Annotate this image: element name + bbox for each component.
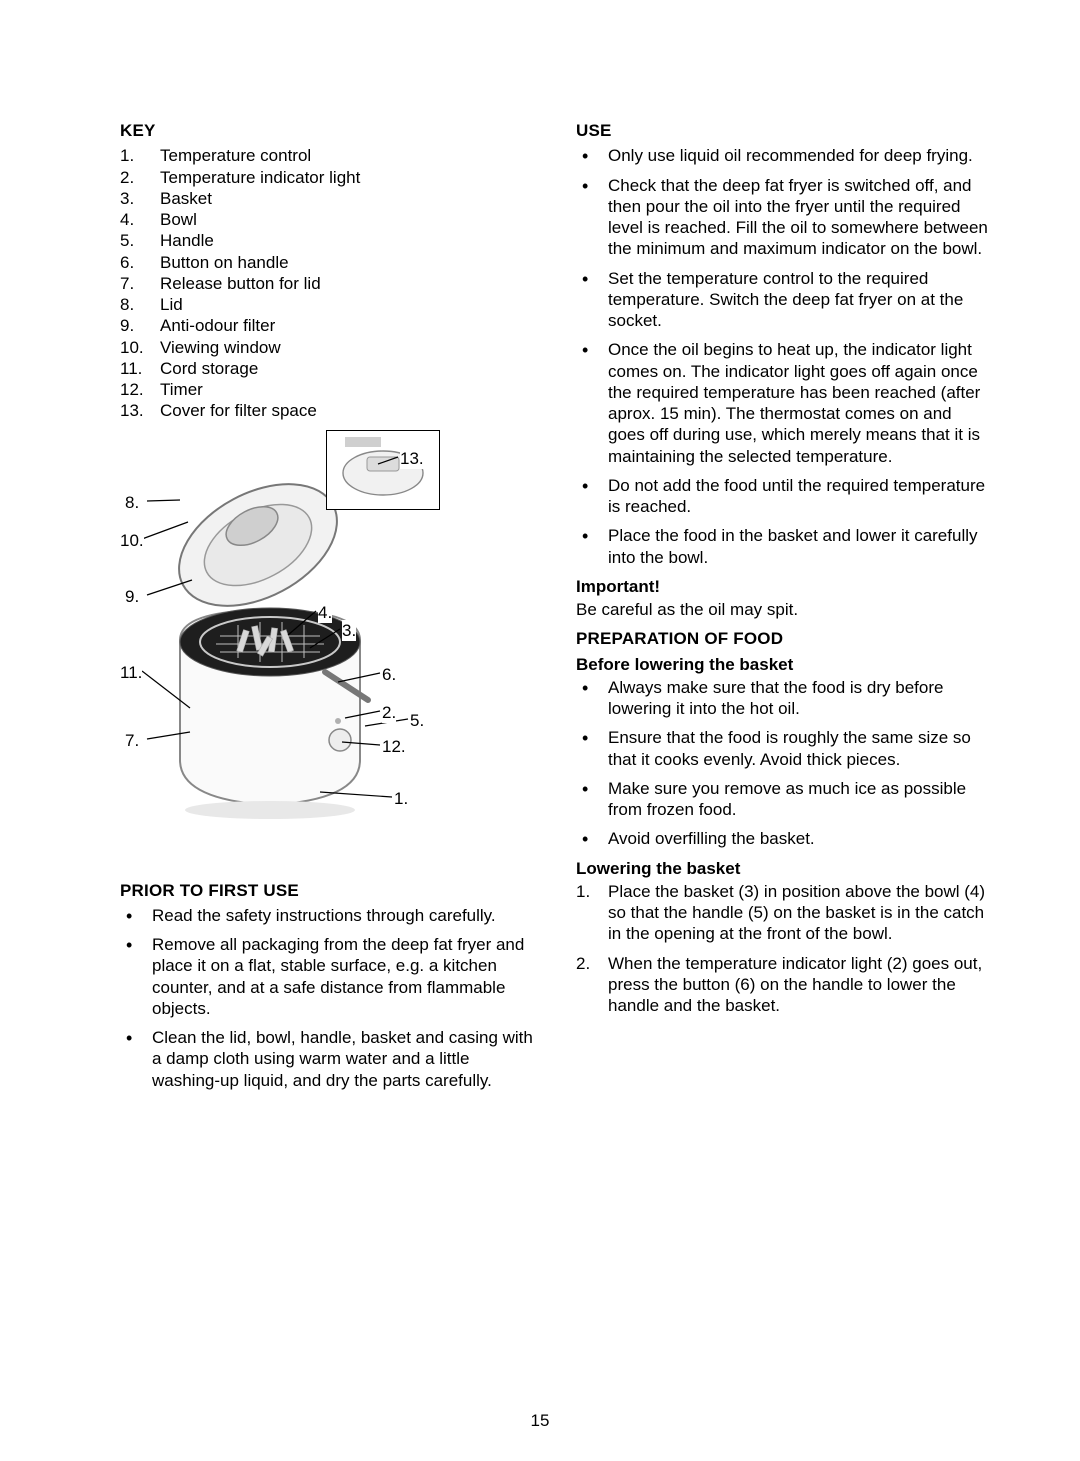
key-item: 6.Button on handle [120, 252, 534, 273]
product-figure: 8. 10. 9. 11. 7. 13. 4. 3. 6. 2. 5.12. 1. [120, 430, 440, 850]
key-item-label: Bowl [160, 209, 197, 230]
key-item-number: 3. [120, 188, 160, 209]
key-item: 9.Anti-odour ﬁlter [120, 315, 534, 336]
figure-label: 12. [382, 736, 406, 757]
figure-label: 10. [120, 530, 144, 551]
figure-label: 2. [382, 702, 396, 723]
use-item: Do not add the food until the required t… [576, 475, 990, 518]
columns: KEY 1.Temperature control2.Temperature i… [120, 120, 990, 1099]
lowering-step: 1.Place the basket (3) in position above… [576, 881, 990, 945]
key-item-label: Handle [160, 230, 214, 251]
use-item: Only use liquid oil recommended for deep… [576, 145, 990, 166]
figure-label: 11. [120, 662, 142, 683]
before-heading: Before lowering the basket [576, 654, 990, 675]
step-number: 1. [576, 881, 604, 902]
before-item: Ensure that the food is roughly the same… [576, 727, 990, 770]
key-item: 1.Temperature control [120, 145, 534, 166]
key-item-number: 4. [120, 209, 160, 230]
key-item-label: Timer [160, 379, 203, 400]
key-item: 11.Cord storage [120, 358, 534, 379]
use-heading: USE [576, 120, 990, 141]
important-text: Be careful as the oil may spit. [576, 599, 990, 620]
key-item: 8.Lid [120, 294, 534, 315]
prior-item: Remove all packaging from the deep fat f… [120, 934, 534, 1019]
key-item-number: 5. [120, 230, 160, 251]
key-item: 3.Basket [120, 188, 534, 209]
figure-label: 5. [410, 710, 424, 731]
page-number: 15 [0, 1410, 1080, 1431]
before-list: Always make sure that the food is dry be… [576, 677, 990, 850]
use-item: Place the food in the basket and lower i… [576, 525, 990, 568]
figure-label: 6. [382, 664, 396, 685]
key-item-label: Lid [160, 294, 183, 315]
key-item: 12.Timer [120, 379, 534, 400]
key-item-number: 6. [120, 252, 160, 273]
key-item-label: Cover for ﬁlter space [160, 400, 317, 421]
key-item-label: Temperature control [160, 145, 311, 166]
lowering-heading: Lowering the basket [576, 858, 990, 879]
figure-label: 3. [342, 620, 356, 641]
key-item: 7.Release button for lid [120, 273, 534, 294]
figure-label: 9. [125, 586, 139, 607]
figure-label: 8. [125, 492, 139, 513]
key-item-number: 7. [120, 273, 160, 294]
key-item-number: 11. [120, 358, 160, 379]
use-item: Set the temperature control to the requi… [576, 268, 990, 332]
key-item-label: Viewing window [160, 337, 281, 358]
right-column: USE Only use liquid oil recommended for … [576, 120, 990, 1099]
figure-inset [326, 430, 440, 510]
key-heading: KEY [120, 120, 534, 141]
key-item-label: Temperature indicator light [160, 167, 360, 188]
before-item: Make sure you remove as much ice as poss… [576, 778, 990, 821]
key-item-number: 10. [120, 337, 160, 358]
use-list: Only use liquid oil recommended for deep… [576, 145, 990, 568]
key-item-number: 8. [120, 294, 160, 315]
figure-label: 1. [394, 788, 408, 809]
key-item-number: 12. [120, 379, 160, 400]
key-item-number: 2. [120, 167, 160, 188]
prior-item: Clean the lid, bowl, handle, basket and … [120, 1027, 534, 1091]
key-item: 2.Temperature indicator light [120, 167, 534, 188]
before-item: Always make sure that the food is dry be… [576, 677, 990, 720]
key-item: 10.Viewing window [120, 337, 534, 358]
key-item: 4.Bowl [120, 209, 534, 230]
figure-label: 4. [318, 602, 332, 623]
key-list: 1.Temperature control2.Temperature indic… [120, 145, 534, 421]
before-item: Avoid overﬁlling the basket. [576, 828, 990, 849]
key-item-label: Basket [160, 188, 212, 209]
key-item: 13.Cover for ﬁlter space [120, 400, 534, 421]
prior-item: Read the safety instructions through car… [120, 905, 534, 926]
page: KEY 1.Temperature control2.Temperature i… [0, 0, 1080, 1461]
figure-label: 13. [400, 448, 424, 469]
key-item-number: 1. [120, 145, 160, 166]
lowering-step: 2.When the temperature indicator light (… [576, 953, 990, 1017]
important-label: Important! [576, 576, 990, 597]
key-item-label: Button on handle [160, 252, 289, 273]
key-item: 5.Handle [120, 230, 534, 251]
prior-list: Read the safety instructions through car… [120, 905, 534, 1091]
key-item-label: Anti-odour ﬁlter [160, 315, 275, 336]
lowering-list: 1.Place the basket (3) in position above… [576, 881, 990, 1017]
prior-heading: PRIOR TO FIRST USE [120, 880, 534, 901]
step-number: 2. [576, 953, 604, 974]
key-item-number: 13. [120, 400, 160, 421]
preparation-heading: PREPARATION OF FOOD [576, 628, 990, 649]
inset-illustration [327, 431, 439, 509]
key-item-number: 9. [120, 315, 160, 336]
key-item-label: Release button for lid [160, 273, 321, 294]
left-column: KEY 1.Temperature control2.Temperature i… [120, 120, 534, 1099]
use-item: Once the oil begins to heat up, the indi… [576, 339, 990, 467]
use-item: Check that the deep fat fryer is switche… [576, 175, 990, 260]
key-item-label: Cord storage [160, 358, 258, 379]
figure-label: 7. [125, 730, 139, 751]
